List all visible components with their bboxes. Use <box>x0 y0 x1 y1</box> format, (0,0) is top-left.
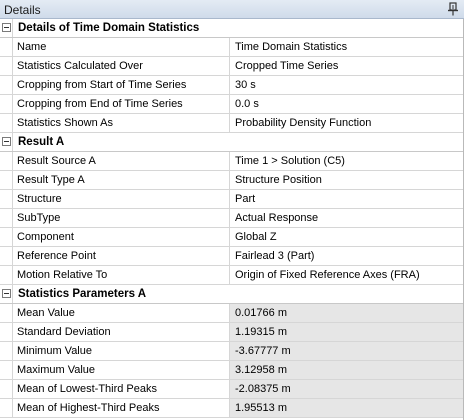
property-name: Minimum Value <box>13 342 230 360</box>
property-row-mean-lowest-third-peaks: Mean of Lowest-Third Peaks -2.08375 m <box>0 380 464 399</box>
property-value[interactable]: Probability Density Function <box>235 117 372 129</box>
collapse-icon[interactable] <box>2 137 11 146</box>
property-row-motion-relative-to[interactable]: Motion Relative To Origin of Fixed Refer… <box>0 266 464 285</box>
property-row-cropping-start[interactable]: Cropping from Start of Time Series 30 s <box>0 76 464 95</box>
panel-title: Details <box>4 3 41 17</box>
property-value[interactable]: Actual Response <box>235 212 319 224</box>
property-row-mean-highest-third-peaks: Mean of Highest-Third Peaks 1.95513 m <box>0 399 464 418</box>
property-value[interactable]: Time Domain Statistics <box>235 41 348 53</box>
property-row-structure[interactable]: Structure Part <box>0 190 464 209</box>
property-value[interactable]: Cropped Time Series <box>235 60 339 72</box>
property-value[interactable]: Origin of Fixed Reference Axes (FRA) <box>235 269 420 281</box>
property-name: Mean of Highest-Third Peaks <box>13 399 230 417</box>
property-name: Component <box>13 228 230 246</box>
property-value[interactable]: 0.0 s <box>235 98 259 110</box>
property-row-name[interactable]: Name Time Domain Statistics <box>0 38 464 57</box>
property-name: Result Source A <box>13 152 230 170</box>
property-name: Mean of Lowest-Third Peaks <box>13 380 230 398</box>
property-row-statistics-shown-as[interactable]: Statistics Shown As Probability Density … <box>0 114 464 133</box>
property-row-component[interactable]: Component Global Z <box>0 228 464 247</box>
property-value-readonly: -3.67777 m <box>230 342 464 360</box>
property-name: Reference Point <box>13 247 230 265</box>
property-value-readonly: 3.12958 m <box>230 361 464 379</box>
property-name: Statistics Calculated Over <box>13 57 230 75</box>
property-row-standard-deviation: Standard Deviation 1.19315 m <box>0 323 464 342</box>
section-title: Statistics Parameters A <box>18 288 147 300</box>
collapse-icon[interactable] <box>2 23 11 32</box>
property-value-readonly: 0.01766 m <box>230 304 464 322</box>
details-titlebar: Details <box>0 0 464 19</box>
section-header-result-a[interactable]: Result A <box>0 133 464 152</box>
collapse-icon[interactable] <box>2 289 11 298</box>
property-row-statistics-calculated-over[interactable]: Statistics Calculated Over Cropped Time … <box>0 57 464 76</box>
property-row-mean-value: Mean Value 0.01766 m <box>0 304 464 323</box>
property-row-cropping-end[interactable]: Cropping from End of Time Series 0.0 s <box>0 95 464 114</box>
property-name: Cropping from End of Time Series <box>13 95 230 113</box>
property-value[interactable]: 30 s <box>235 79 256 91</box>
property-value[interactable]: Fairlead 3 (Part) <box>235 250 315 262</box>
property-value-readonly: -2.08375 m <box>230 380 464 398</box>
property-name: Maximum Value <box>13 361 230 379</box>
property-grid: Details of Time Domain Statistics Name T… <box>0 19 464 418</box>
property-value[interactable]: Global Z <box>235 231 277 243</box>
section-title: Result A <box>18 136 65 148</box>
property-row-minimum-value: Minimum Value -3.67777 m <box>0 342 464 361</box>
property-value[interactable]: Structure Position <box>235 174 322 186</box>
property-name: Motion Relative To <box>13 266 230 284</box>
property-row-subtype[interactable]: SubType Actual Response <box>0 209 464 228</box>
property-name: SubType <box>13 209 230 227</box>
property-row-result-source[interactable]: Result Source A Time 1 > Solution (C5) <box>0 152 464 171</box>
property-row-result-type[interactable]: Result Type A Structure Position <box>0 171 464 190</box>
property-value[interactable]: Part <box>235 193 256 205</box>
property-name: Result Type A <box>13 171 230 189</box>
property-row-reference-point[interactable]: Reference Point Fairlead 3 (Part) <box>0 247 464 266</box>
property-name: Cropping from Start of Time Series <box>13 76 230 94</box>
property-name: Mean Value <box>13 304 230 322</box>
section-header-statistics-parameters-a[interactable]: Statistics Parameters A <box>0 285 464 304</box>
property-name: Structure <box>13 190 230 208</box>
property-value-readonly: 1.95513 m <box>230 399 464 417</box>
section-title: Details of Time Domain Statistics <box>18 22 200 34</box>
property-value[interactable]: Time 1 > Solution (C5) <box>235 155 345 167</box>
property-name: Standard Deviation <box>13 323 230 341</box>
property-name: Name <box>13 38 230 56</box>
pin-icon[interactable] <box>447 2 459 16</box>
property-name: Statistics Shown As <box>13 114 230 132</box>
property-value-readonly: 1.19315 m <box>230 323 464 341</box>
property-row-maximum-value: Maximum Value 3.12958 m <box>0 361 464 380</box>
section-header-time-domain-statistics[interactable]: Details of Time Domain Statistics <box>0 19 464 38</box>
